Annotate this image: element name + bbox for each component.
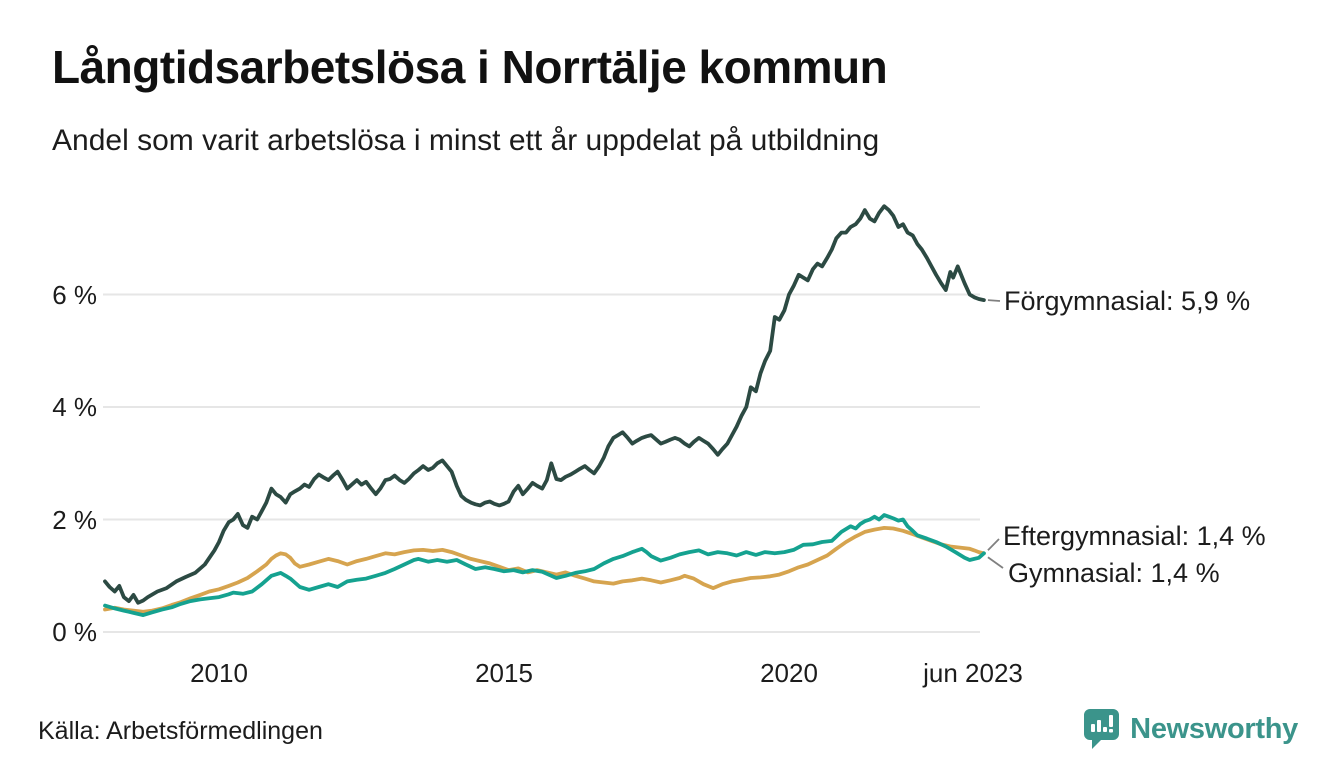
newsworthy-logo: Newsworthy xyxy=(1082,708,1298,750)
x-axis-tick: 2020 xyxy=(760,658,818,688)
page-subtitle: Andel som varit arbetslösa i minst ett å… xyxy=(52,124,880,157)
series-label-gymnasial: Gymnasial: 1,4 % xyxy=(1008,558,1220,588)
series-label-forgymnasial: Förgymnasial: 5,9 % xyxy=(1004,286,1251,316)
source-credit: Källa: Arbetsförmedlingen xyxy=(38,717,323,745)
newsworthy-logo-icon xyxy=(1084,709,1120,749)
y-axis-tick: 2 % xyxy=(52,504,97,535)
y-axis-tick: 4 % xyxy=(52,392,97,422)
x-axis-tick: 2010 xyxy=(190,658,248,688)
page-title: Långtidsarbetslösa i Norrtälje kommun xyxy=(52,41,888,93)
y-axis-tick: 6 % xyxy=(52,279,97,310)
y-axis-tick: 0 % xyxy=(52,617,97,647)
newsworthy-logo-text: Newsworthy xyxy=(1130,712,1298,745)
series-label-eftergymnasial: Eftergymnasial: 1,4 % xyxy=(1003,521,1266,551)
x-axis-tick: jun 2023 xyxy=(923,658,1023,688)
x-axis-tick: 2015 xyxy=(475,658,533,688)
